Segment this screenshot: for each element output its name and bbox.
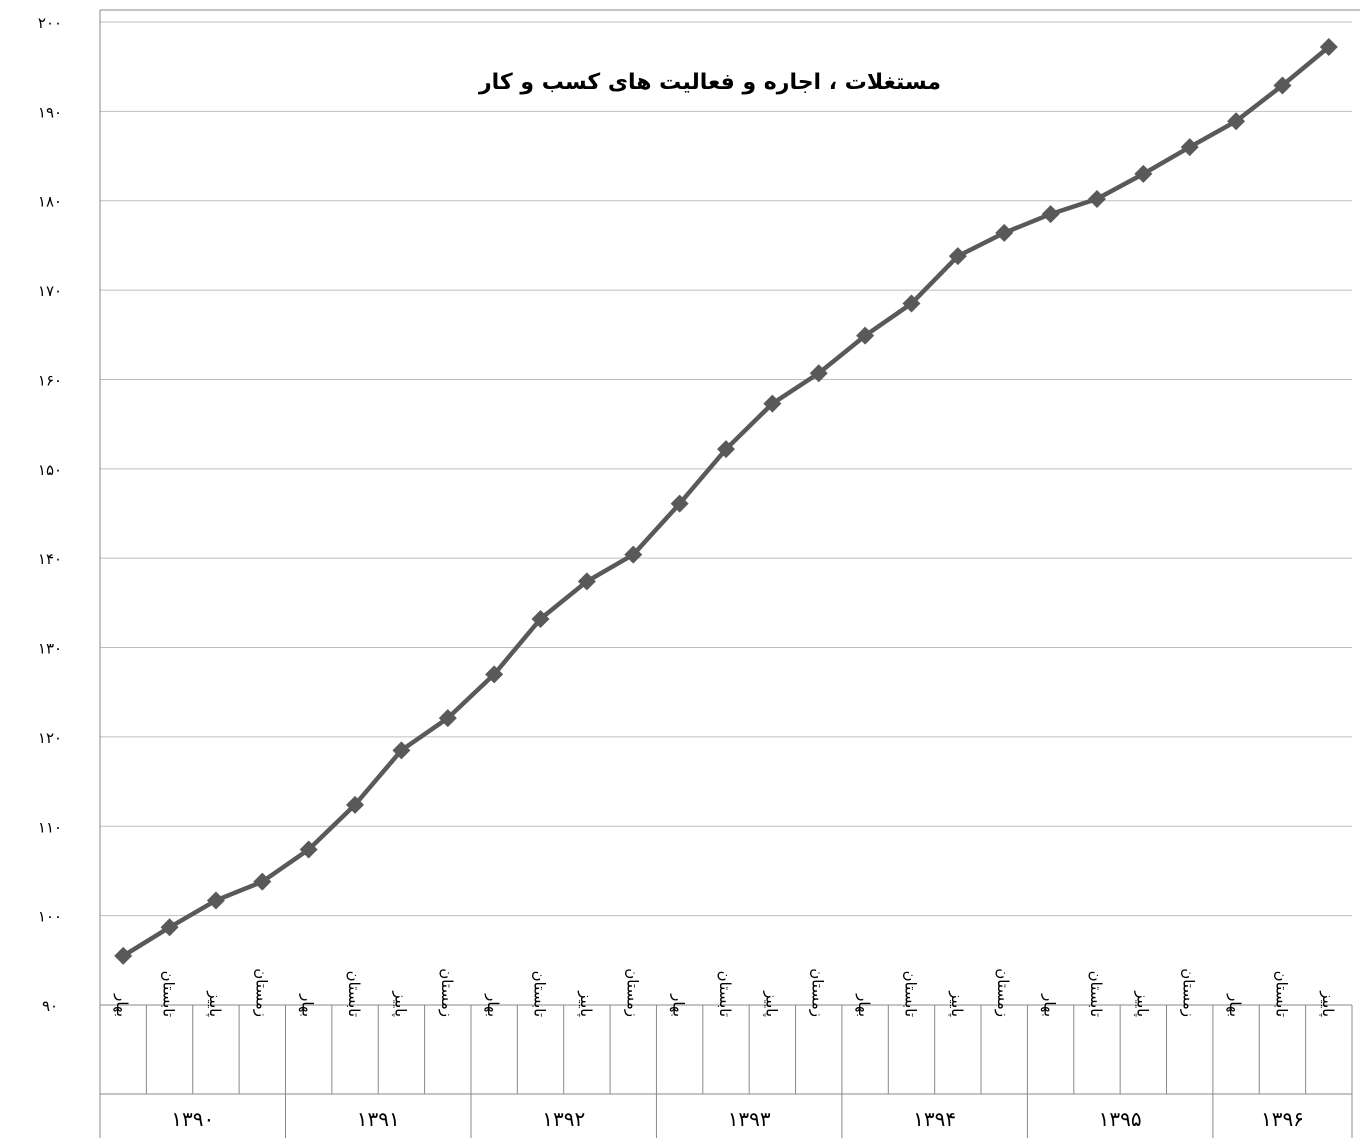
year-label: ۱۳۹۲	[542, 1107, 585, 1131]
data-point-marker	[531, 609, 550, 628]
data-point-marker	[485, 665, 504, 684]
data-point-marker	[346, 795, 365, 814]
data-point-marker	[995, 223, 1014, 242]
y-tick-label: ۱۶۰	[38, 371, 62, 389]
y-tick-label: ۱۱۰	[38, 818, 62, 836]
season-label: تابستان	[716, 971, 734, 1017]
season-label: بهار	[1041, 993, 1059, 1017]
data-point-marker	[624, 545, 643, 564]
y-tick-label: ۱۳۰	[38, 640, 62, 658]
data-point-marker	[1134, 164, 1153, 183]
y-tick-label: ۱۲۰	[38, 729, 62, 747]
data-point-marker	[670, 494, 689, 513]
season-label: زمستان	[809, 968, 827, 1017]
axes	[99, 9, 1360, 1138]
season-label: تابستان	[1272, 971, 1290, 1017]
season-label: تابستان	[345, 971, 363, 1017]
data-point-marker	[948, 247, 967, 266]
x-axis-categories: بهار تابستان پاییز زمستان ۱۳۹۰ بهار تابستان پای…	[99, 968, 1353, 1138]
year-label: ۱۳۹۶	[1261, 1107, 1304, 1131]
year-label: ۱۳۹۱	[357, 1107, 400, 1131]
season-label: تابستان	[901, 971, 919, 1017]
data-point-marker	[763, 394, 782, 413]
data-point-marker	[392, 741, 411, 760]
data-point-marker	[114, 946, 133, 965]
y-tick-label: ۱۰۰	[38, 908, 62, 926]
season-label: بهار	[670, 993, 688, 1017]
season-label: پاییز	[761, 990, 780, 1017]
y-axis-ticks: ۹۰ ۱۰۰ ۱۱۰ ۱۲۰ ۱۳۰ ۱۴۰ ۱۵۰ ۱۶۰ ۱۷۰ ۱۸۰ ۱۹۰ ۲۰۰	[38, 14, 62, 1015]
season-label: پاییز	[390, 990, 409, 1017]
season-label: بهار	[484, 993, 502, 1017]
season-label: تابستان	[1087, 971, 1105, 1017]
season-label: پاییز	[205, 990, 224, 1017]
y-tick-label: ۲۰۰	[38, 14, 62, 32]
season-label: بهار	[855, 993, 873, 1017]
data-point-marker	[1041, 205, 1060, 224]
data-point-marker	[809, 364, 828, 383]
season-label: پاییز	[947, 990, 966, 1017]
data-point-marker	[160, 918, 179, 937]
season-label: پاییز	[1132, 990, 1151, 1017]
y-tick-label: ۱۵۰	[38, 461, 62, 479]
year-label: ۱۳۹۵	[1099, 1107, 1142, 1131]
series-line	[114, 38, 1338, 965]
data-point-marker	[902, 294, 921, 313]
data-point-marker	[1180, 138, 1199, 157]
season-label: زمستان	[252, 968, 270, 1017]
data-point-marker	[577, 572, 596, 591]
data-point-marker	[438, 709, 457, 728]
data-point-marker	[1227, 112, 1246, 131]
data-point-marker	[1319, 38, 1338, 57]
data-point-marker	[1087, 189, 1106, 208]
season-label: پاییز	[576, 990, 595, 1017]
data-point-marker	[1273, 76, 1292, 95]
y-tick-label: ۱۹۰	[38, 103, 62, 121]
y-tick-label: ۱۷۰	[38, 282, 62, 300]
season-label: بهار	[299, 993, 317, 1017]
season-label: زمستان	[623, 968, 641, 1017]
year-label: ۱۳۹۴	[913, 1107, 956, 1131]
season-label: بهار	[113, 993, 131, 1017]
data-point-marker	[856, 326, 875, 345]
gridlines	[100, 21, 1352, 917]
season-label: پاییز	[1318, 990, 1337, 1017]
season-label: تابستان	[160, 971, 178, 1017]
data-point-marker	[253, 872, 272, 891]
season-label: بهار	[1226, 993, 1244, 1017]
year-label: ۱۳۹۳	[728, 1107, 771, 1131]
season-label: زمستان	[1180, 968, 1198, 1017]
year-label: ۱۳۹۰	[171, 1107, 214, 1131]
y-tick-label: ۹۰	[42, 997, 58, 1015]
chart-title: مستغلات ، اجاره و فعالیت های کسب و کار	[478, 70, 941, 95]
data-point-marker	[206, 891, 225, 910]
data-point-marker	[717, 440, 735, 459]
y-tick-label: ۱۴۰	[38, 550, 62, 568]
season-label: زمستان	[438, 968, 456, 1017]
season-label: تابستان	[531, 971, 549, 1017]
data-point-marker	[299, 840, 318, 859]
y-tick-label: ۱۸۰	[38, 193, 62, 211]
season-label: زمستان	[994, 968, 1012, 1017]
